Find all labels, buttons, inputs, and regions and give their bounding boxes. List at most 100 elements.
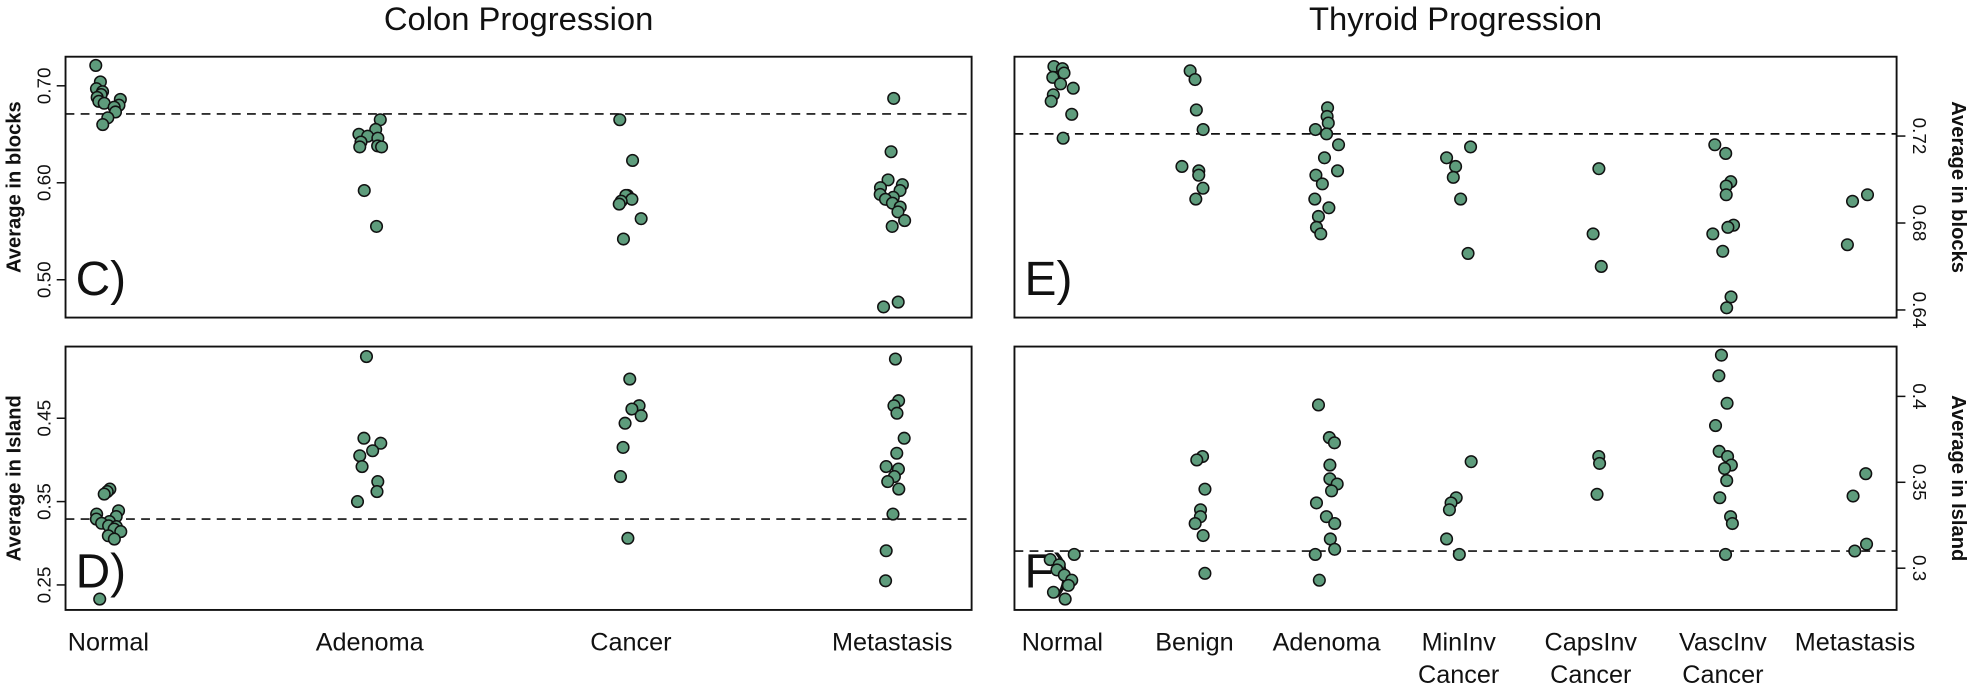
point: [613, 470, 628, 484]
point: [1845, 194, 1860, 208]
point: [1446, 170, 1460, 184]
point: [1188, 516, 1202, 531]
point: [1196, 181, 1210, 195]
y-tick-label: 0.50: [34, 261, 55, 298]
point: [881, 475, 895, 489]
point: [892, 482, 906, 496]
point: [1330, 164, 1345, 178]
point: [357, 183, 371, 198]
point: [879, 544, 893, 558]
point: [625, 192, 639, 206]
y-tick-label: 0.45: [34, 400, 55, 437]
x-tick-label: MinInv Cancer: [1418, 628, 1500, 690]
y-tick-label: 0.35: [34, 483, 55, 520]
point: [1061, 578, 1075, 592]
point: [1188, 72, 1202, 87]
y-axis-title: Average in blocks: [1947, 101, 1969, 273]
point: [1065, 107, 1079, 121]
point: [616, 232, 631, 246]
point: [1175, 159, 1189, 174]
point: [621, 531, 635, 545]
point: [1720, 474, 1734, 488]
point: [1189, 192, 1203, 206]
y-tick-label: 0.60: [34, 164, 55, 201]
point: [1590, 487, 1604, 501]
point: [1311, 209, 1325, 224]
point: [1190, 453, 1204, 467]
point: [89, 58, 103, 72]
point: [1706, 227, 1720, 241]
point: [634, 212, 648, 226]
point: [1057, 66, 1071, 80]
point: [1464, 140, 1478, 154]
point: [1328, 516, 1342, 531]
point: [888, 352, 902, 366]
point: [1309, 496, 1324, 510]
point: [353, 140, 367, 154]
panel-label: E): [1025, 253, 1073, 306]
point: [1840, 238, 1854, 252]
point: [1196, 528, 1210, 543]
x-tick-label: VascInv Cancer: [1678, 628, 1767, 690]
point: [375, 140, 389, 154]
panel-label: C): [76, 253, 127, 306]
point: [1317, 151, 1332, 165]
point: [1714, 348, 1728, 362]
point: [370, 485, 384, 499]
point: [1066, 81, 1080, 95]
point: [355, 460, 369, 474]
x-tick-label: Normal: [1021, 628, 1103, 657]
point: [618, 416, 632, 430]
x-tick-label: Normal: [67, 628, 149, 657]
panel-frame: [1013, 55, 1898, 319]
point: [1044, 94, 1058, 108]
point: [1719, 188, 1733, 202]
point: [1327, 436, 1341, 450]
x-tick-label: Cancer: [590, 628, 672, 657]
point: [1440, 532, 1454, 546]
x-tick-label: Metastasis: [1794, 628, 1916, 657]
y-tick-label: 0.35: [1908, 464, 1929, 501]
point: [890, 406, 904, 420]
point: [1192, 168, 1206, 182]
point: [1067, 547, 1081, 561]
point: [1198, 482, 1212, 496]
point: [353, 449, 367, 463]
point: [626, 153, 640, 168]
point: [1593, 456, 1607, 470]
point: [1323, 458, 1337, 472]
point: [1331, 138, 1346, 152]
y-axis-title: Average in blocks: [3, 101, 25, 273]
point: [359, 350, 374, 364]
point: [1708, 138, 1722, 152]
point: [1592, 162, 1606, 176]
point: [1046, 585, 1061, 599]
point: [1721, 220, 1735, 234]
point: [887, 91, 901, 105]
point: [1718, 461, 1732, 476]
point: [1196, 122, 1210, 137]
point: [1586, 227, 1600, 241]
point: [877, 300, 891, 314]
x-tick-label: Adenoma: [1272, 628, 1381, 657]
x-tick-label: Benign: [1155, 628, 1234, 657]
point: [1454, 192, 1468, 206]
point: [1308, 547, 1322, 561]
point: [374, 436, 388, 450]
point: [107, 532, 121, 546]
point: [1189, 103, 1203, 117]
point: [357, 431, 371, 445]
y-axis-title: Average in Island: [1947, 395, 1969, 561]
point: [96, 118, 110, 132]
point: [350, 495, 365, 509]
x-tick-label: Adenoma: [315, 628, 424, 657]
y-tick-label: 0.68: [1908, 205, 1929, 242]
point: [634, 409, 648, 423]
panel-label: D): [76, 545, 127, 598]
y-tick-label: 0.64: [1908, 292, 1929, 329]
point: [1322, 201, 1336, 215]
point: [1308, 192, 1322, 206]
point: [1058, 592, 1072, 606]
